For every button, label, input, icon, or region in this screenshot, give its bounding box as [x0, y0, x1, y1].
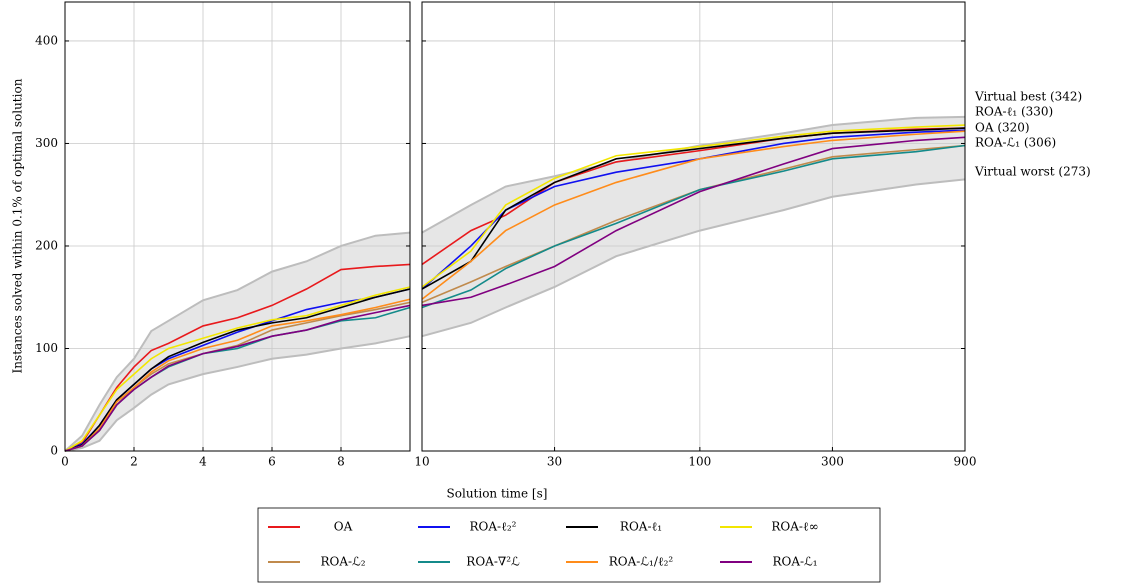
x-tick-label: 2 — [130, 455, 138, 469]
x-tick-label: 300 — [821, 455, 844, 469]
x-axis-label: Solution time [s] — [447, 487, 548, 501]
series-line — [64, 298, 411, 452]
band-edge — [64, 231, 411, 452]
legend-label: ROA-ℓ₁ — [620, 520, 662, 534]
series-line — [421, 144, 966, 304]
x-tick-label: 900 — [954, 455, 977, 469]
band-area — [65, 232, 410, 451]
end-label: ROA-ℒ₁ (306) — [975, 136, 1056, 150]
series-line — [64, 304, 411, 452]
end-label: OA (320) — [975, 121, 1030, 135]
legend-label: ROA-ℓ₂² — [470, 520, 517, 534]
legend-label: ROA-∇²ℒ — [466, 555, 520, 569]
end-label: ROA-ℓ₁ (330) — [975, 105, 1053, 119]
y-tick-label: 200 — [35, 238, 58, 252]
y-tick-label: 300 — [35, 136, 58, 150]
x-tick-label: 0 — [61, 455, 69, 469]
series-line — [64, 288, 411, 452]
legend-label: OA — [334, 520, 353, 534]
panel-frame — [64, 1, 411, 452]
legend-label: ROA-ℓ∞ — [771, 520, 818, 534]
series-line — [64, 286, 411, 452]
x-tick-label: 30 — [547, 455, 562, 469]
series-line — [421, 136, 966, 307]
x-tick-label: 6 — [268, 455, 276, 469]
x-tick-label: 4 — [199, 455, 207, 469]
band-area — [422, 116, 965, 337]
series-line — [421, 144, 966, 309]
x-tick-label: 8 — [337, 455, 345, 469]
y-tick-label: 100 — [35, 341, 58, 355]
x-tick-label: 100 — [688, 455, 711, 469]
y-axis-label: Instances solved within 0.1% of optimal … — [11, 78, 25, 373]
end-label: Virtual worst (273) — [974, 165, 1091, 179]
series-line — [421, 127, 966, 290]
series-line — [421, 124, 966, 288]
end-label: Virtual best (342) — [974, 90, 1082, 104]
x-tick-label: 10 — [414, 455, 429, 469]
band-edge — [421, 178, 966, 338]
y-tick-label: 400 — [35, 33, 58, 47]
panel-frame — [421, 1, 966, 452]
series-line — [421, 130, 966, 300]
legend-label: ROA-ℒ₁ — [772, 555, 817, 569]
legend-label: ROA-ℒ₁/ℓ₂² — [609, 555, 674, 569]
legend-box — [257, 507, 881, 583]
y-tick-label: 0 — [50, 444, 58, 458]
legend-label: ROA-ℒ₂ — [320, 555, 365, 569]
band-edge — [64, 335, 411, 452]
